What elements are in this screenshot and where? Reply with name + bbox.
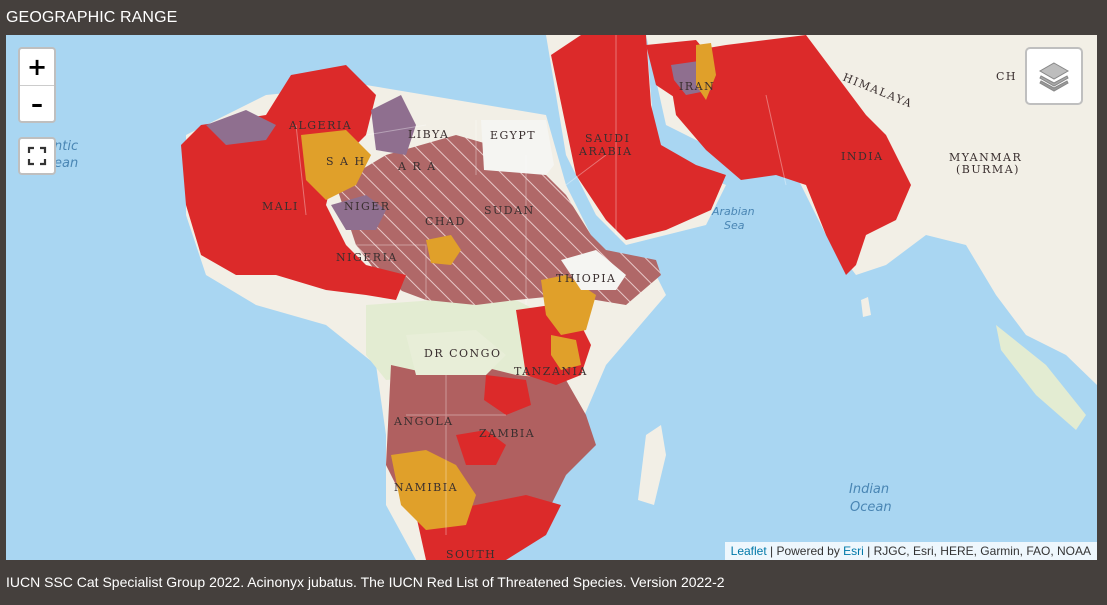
label-angola: ANGOLA (393, 415, 454, 428)
land-madagascar (638, 425, 666, 505)
label-mali: MALI (262, 200, 299, 213)
label-drcongo: DR CONGO (424, 347, 501, 360)
label-sudan: SUDAN (484, 204, 535, 217)
label-myanmar: MYANMAR (949, 151, 1022, 164)
label-indian-ocean-2: Ocean (850, 500, 892, 515)
range-extant-asia (666, 35, 911, 275)
range-extant-zambia (456, 430, 506, 465)
label-atlantic-2: ean (54, 156, 78, 171)
map-attribution: Leaflet | Powered by Esri | RJGC, Esri, … (724, 542, 1097, 560)
range-amber-iran (696, 43, 716, 100)
section-title: GEOGRAPHIC RANGE (6, 9, 178, 26)
label-arabian-sea-1: Arabian (711, 205, 755, 218)
label-indian-ocean-1: Indian (849, 482, 889, 497)
land-egypt (481, 120, 554, 175)
citation: IUCN SSC Cat Specialist Group 2022. Acin… (6, 574, 725, 590)
label-arabia: ARABIA (578, 145, 633, 158)
label-chad: CHAD (425, 215, 466, 228)
attribution-sep: | Powered by (766, 544, 844, 558)
borders (295, 35, 787, 535)
label-egypt: EGYPT (490, 129, 536, 142)
attribution-sources: | RJGC, Esri, HERE, Garmin, FAO, NOAA (863, 544, 1091, 558)
leaflet-link[interactable]: Leaflet (730, 544, 767, 558)
map-canvas[interactable]: ALGERIA LIBYA EGYPT SAUDI ARABIA IRAN IN… (6, 35, 1097, 560)
range-uncertain-niger (331, 195, 386, 230)
zoom-in-button[interactable]: + (20, 49, 54, 86)
fullscreen-icon (27, 146, 47, 166)
label-india: INDIA (841, 150, 884, 163)
layers-icon (1038, 62, 1070, 92)
zoom-control: + – (18, 47, 56, 123)
range-extant-arabia (551, 35, 726, 240)
esri-link[interactable]: Esri (843, 544, 864, 558)
label-sahara-1: S A H (326, 155, 366, 168)
label-tanzania: TANZANIA (514, 365, 588, 378)
land-sri-lanka (861, 297, 871, 317)
label-arabian-sea-2: Sea (724, 219, 745, 232)
label-saudi: SAUDI (585, 132, 630, 145)
fullscreen-button[interactable] (18, 137, 56, 175)
range-uncertain-algeria (206, 110, 276, 145)
label-iran: IRAN (679, 80, 715, 93)
zoom-out-button[interactable]: – (31, 90, 43, 118)
label-south: SOUTH (446, 548, 496, 560)
range-extant-angola (484, 375, 531, 415)
land-drc-inner (406, 330, 506, 375)
land-ethiopia-white (561, 250, 626, 290)
label-algeria: ALGERIA (288, 119, 352, 132)
range-amber-namibia (391, 450, 476, 530)
label-zambia: ZAMBIA (479, 427, 535, 440)
range-amber-chad (426, 235, 461, 265)
label-china: CH (996, 70, 1017, 83)
label-ethiopia: THIOPIA (556, 272, 616, 285)
range-uncertain-libya (371, 95, 416, 155)
label-burma: (BURMA) (956, 163, 1020, 176)
label-libya: LIBYA (408, 128, 449, 141)
range-amber-algeria (301, 130, 371, 200)
range-amber-kenya (551, 335, 581, 370)
layers-button[interactable] (1025, 47, 1083, 105)
label-namibia: NAMIBIA (394, 481, 458, 494)
label-nigeria: NIGERIA (336, 251, 398, 264)
label-sahara-2: A R A (397, 160, 437, 173)
range-map[interactable]: ALGERIA LIBYA EGYPT SAUDI ARABIA IRAN IN… (6, 35, 1097, 560)
land-sumatra (996, 325, 1086, 430)
label-niger: NIGER (344, 200, 391, 213)
label-atlantic-1: ntic (54, 139, 78, 154)
